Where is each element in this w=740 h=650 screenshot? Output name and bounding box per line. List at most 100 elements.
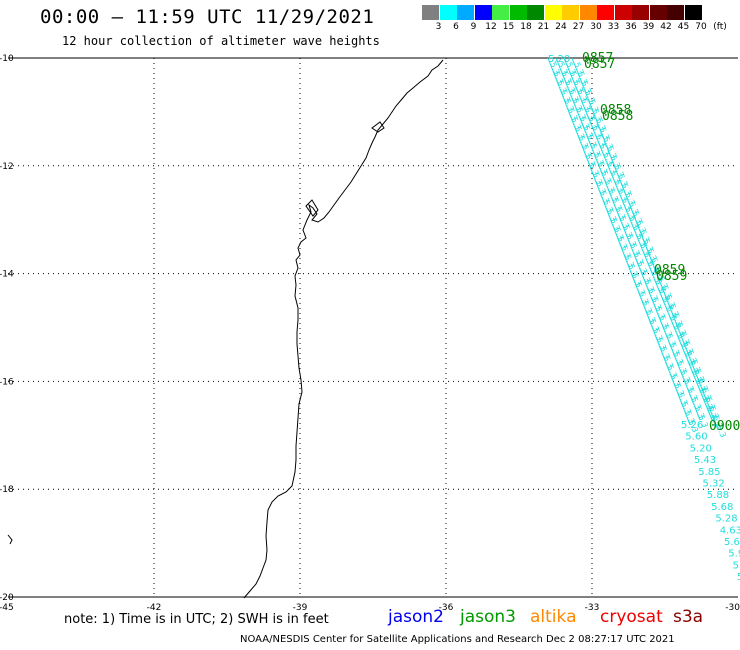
track-reading: 5.3 <box>646 260 659 275</box>
scale-label: 21 <box>537 22 550 32</box>
scale-swatch <box>579 5 597 20</box>
track-reading: 5.3 <box>616 235 629 250</box>
track-reading: 5.3 <box>657 287 670 302</box>
track-reading: 5.3 <box>610 197 623 212</box>
scale-label: 24 <box>555 22 567 32</box>
track-reading: 5.3 <box>664 332 677 347</box>
scale-swatch <box>544 5 562 20</box>
track-reading: 5.3 <box>599 169 612 184</box>
track-reading: 5.3 <box>683 350 696 365</box>
track-reading: 5.3 <box>625 233 638 248</box>
track-value-label: 5.68 <box>711 502 733 513</box>
track-reading: 5.3 <box>655 336 668 351</box>
track-reading: 5.3 <box>658 345 671 360</box>
track-reading: 5.3 <box>667 303 680 318</box>
track-reading: 5.3 <box>671 312 684 327</box>
track-reading: 5.3 <box>646 287 659 302</box>
track-line <box>555 57 701 421</box>
track-reading: 5.3 <box>653 266 666 281</box>
track-value-label: 5.65 <box>724 537 740 548</box>
track-reading: 5.3 <box>633 281 646 296</box>
coast-island <box>371 121 385 133</box>
track-reading: 5.3 <box>594 117 607 132</box>
track-reading: 5.3 <box>668 314 681 329</box>
track-reading: 5.3 <box>711 414 724 429</box>
pass-time-label: 0859 <box>654 263 685 278</box>
track-reading: 5.3 <box>707 405 720 420</box>
track-value-label: 5.88 <box>707 490 729 501</box>
track-reading: 5.3 <box>639 269 652 284</box>
track-reading: 5.3 <box>661 323 674 338</box>
scale-swatch <box>632 5 649 20</box>
track-reading: 5.3 <box>575 88 588 103</box>
track-reading: 5.3 <box>635 260 648 275</box>
track-reading: 5.3 <box>648 318 661 333</box>
track-reading: 5.3 <box>693 405 706 420</box>
pass-time-label: 0857 <box>584 57 615 72</box>
scale-swatch <box>562 5 579 20</box>
track-reading: 5.3 <box>689 396 702 411</box>
scale-swatch <box>457 5 474 20</box>
track-reading: 5.3 <box>587 115 600 130</box>
track-reading: 5.3 <box>631 210 644 225</box>
track-reading: 5.3 <box>660 284 673 299</box>
pass-time-label: 0858 <box>600 103 631 118</box>
scale-label: 6 <box>453 22 459 32</box>
scale-swatch <box>684 5 702 20</box>
track-reading: 5.3 <box>698 387 711 402</box>
track-reading: 5.3 <box>609 154 622 169</box>
track-reading: 5.3 <box>572 61 585 76</box>
track-reading: 5.3 <box>644 309 657 324</box>
track-reading: 5.3 <box>631 224 644 239</box>
track-reading: 5.3 <box>650 296 663 311</box>
lat-label: -16 <box>0 377 14 387</box>
track-reading: 5.3 <box>683 410 696 425</box>
track-reading: 5.3 <box>616 173 629 188</box>
track-reading: 5.3 <box>627 200 640 215</box>
track-reading: 5.3 <box>686 387 699 402</box>
track-reading: 5.3 <box>579 97 592 112</box>
track-reading: 5.3 <box>609 169 622 184</box>
track-reading: 5.3 <box>709 414 722 429</box>
track-reading: 5.3 <box>621 224 634 239</box>
track-reading: 5.3 <box>619 244 632 259</box>
track-reading: 5.3 <box>576 70 589 85</box>
map-axis-labels: -10 -12 -14 -16 -18 -20-45 -42 -39 -36 -33 -30 <box>0 54 740 613</box>
track-value-label: 5.9 <box>728 549 740 560</box>
track-reading: 5.3 <box>612 226 625 241</box>
track-reading: 5.3 <box>559 88 572 103</box>
track-top-label: 5.20 <box>548 54 570 65</box>
track-reading: 5.3 <box>653 305 666 320</box>
track-reading: 5.3 <box>562 98 575 113</box>
satellite-legend-altika: altika <box>530 607 577 627</box>
track-reading: 5.3 <box>638 228 651 243</box>
scale-label: 30 <box>590 22 602 32</box>
track-reading: 5.3 <box>700 386 713 401</box>
track-reading: 5.3 <box>568 70 581 85</box>
track-reading: 5.3 <box>616 187 629 202</box>
track-reading: 5.3 <box>690 368 703 383</box>
track-reading: 5.3 <box>682 340 695 355</box>
track-reading: 5.3 <box>701 396 714 411</box>
track-reading: 5.3 <box>605 160 618 175</box>
lon-label: -42 <box>147 603 162 613</box>
track-reading: 5.3 <box>567 88 580 103</box>
track-reading: 5.3 <box>630 272 643 287</box>
track-reading: 5.3 <box>594 133 607 148</box>
track-value-label: 4.63 <box>720 525 740 536</box>
track-reading: 5.3 <box>603 178 616 193</box>
coastline <box>243 59 444 599</box>
map-grid <box>7 57 738 598</box>
track-reading: 5.3 <box>678 331 691 346</box>
track-reading: 5.3 <box>607 187 620 202</box>
track-reading: 5.3 <box>686 359 699 374</box>
track-reading: 5.3 <box>598 189 611 204</box>
track-reading: 5.3 <box>705 405 718 420</box>
track-reading: 5.3 <box>687 419 700 434</box>
track-reading: 5.3 <box>570 116 583 131</box>
track-reading: 5.3 <box>601 198 614 213</box>
lat-label: -12 <box>0 162 14 172</box>
track-value-label: 5. <box>737 572 740 583</box>
track-reading: 5.3 <box>662 354 675 369</box>
